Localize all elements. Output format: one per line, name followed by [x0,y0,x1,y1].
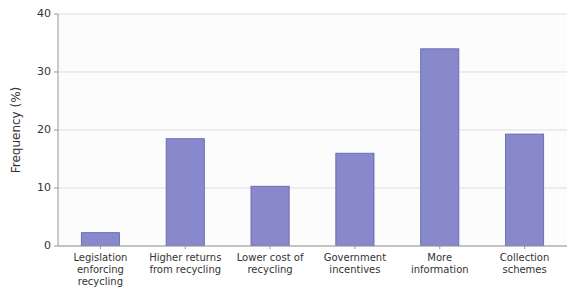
x-tick-label-line: schemes [502,264,546,275]
y-tick [54,246,58,247]
bar [166,139,204,246]
bars [81,49,543,246]
x-tick [100,246,101,249]
x-tick-label-line: incentives [329,264,380,275]
x-tick-label-line: Lower cost of [237,252,304,263]
y-axis-line [58,14,59,246]
y-tick [54,188,58,189]
y-tick-label: 40 [37,7,51,20]
bar [251,186,289,246]
y-axis-label: Frequency (%) [9,87,23,174]
x-axis: LegislationenforcingrecyclingHigher retu… [73,246,549,287]
x-tick-label-line: recycling [247,264,292,275]
x-tick-label: Governmentincentives [324,252,386,275]
x-tick [185,246,186,249]
x-axis-line [58,246,567,247]
x-tick [524,246,525,249]
bar [81,233,119,246]
x-tick-label: Collectionschemes [500,252,549,275]
x-tick-label-line: Government [324,252,386,263]
x-tick-label: Moreinformation [411,252,469,275]
y-axis: 0 10 20 30 40 [37,7,58,252]
grid-line [58,130,567,131]
x-tick-label-line: Collection [500,252,549,263]
y-tick-label: 20 [37,123,51,136]
y-tick [54,14,58,15]
bar [505,134,543,246]
plot-background [58,14,567,246]
chart-container: 010203040LegislationenforcingrecyclingHi… [0,0,579,304]
y-tick-label: 30 [37,65,51,78]
x-tick-label: Higher returnsfrom recycling [149,252,221,275]
x-tick-label-line: Higher returns [149,252,221,263]
grid-line [58,72,567,73]
x-tick-label: Legislationenforcingrecycling [73,252,127,287]
grid-line [58,14,567,15]
x-tick-label-line: from recycling [149,264,221,275]
grid-line [58,188,567,189]
x-tick [354,246,355,249]
x-tick [439,246,440,249]
x-tick-label-line: information [411,264,469,275]
chart-svg: 010203040LegislationenforcingrecyclingHi… [0,0,579,304]
y-tick [54,130,58,131]
x-tick-label-line: More [427,252,452,263]
bar [336,153,374,246]
y-tick-label: 10 [37,181,51,194]
x-tick-label-line: Legislation [73,252,127,263]
y-tick [54,72,58,73]
x-tick-label-line: recycling [78,276,123,287]
x-tick-label-line: enforcing [77,264,124,275]
x-tick-label: Lower cost ofrecycling [237,252,304,275]
grid-line [58,246,567,247]
bar [421,49,459,246]
y-tick-label: 0 [44,239,51,252]
grid [58,14,567,246]
x-tick [270,246,271,249]
